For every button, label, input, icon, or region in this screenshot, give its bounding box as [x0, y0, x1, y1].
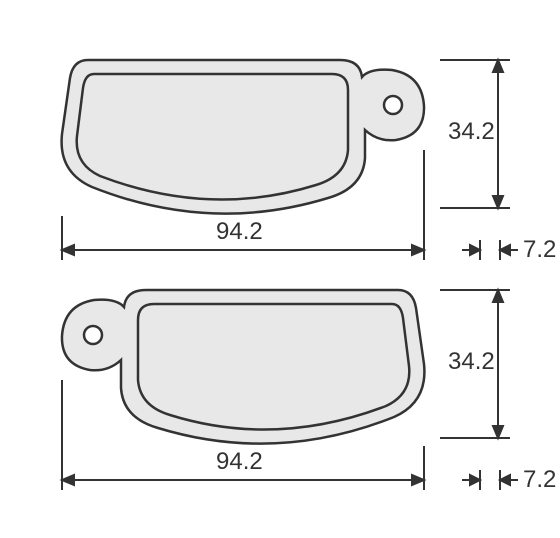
label-height-top: 34.2: [448, 118, 495, 146]
technical-drawing-svg: [0, 0, 560, 538]
label-height-bottom: 34.2: [448, 348, 495, 376]
dim-thickness-top: [462, 240, 518, 260]
label-width-bottom: 94.2: [216, 448, 263, 476]
diagram-canvas: 34.2 94.2 7.2 34.2 94.2 7.2: [0, 0, 560, 538]
label-thickness-bottom: 7.2: [523, 466, 556, 494]
label-width-top: 94.2: [216, 218, 263, 246]
label-thickness-top: 7.2: [523, 236, 556, 264]
dim-thickness-bottom: [462, 470, 518, 490]
brake-pad-top: [62, 60, 424, 214]
brake-pad-bottom: [62, 290, 424, 444]
